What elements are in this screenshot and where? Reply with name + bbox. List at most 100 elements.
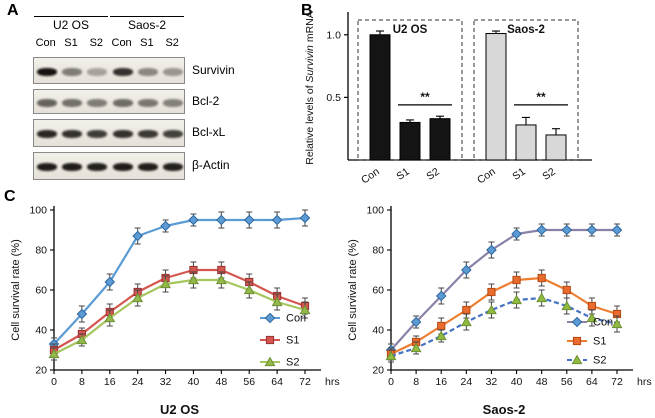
marker-diamond <box>511 228 522 240</box>
x-tick-label: 48 <box>215 376 227 388</box>
lane-label: S2 <box>165 37 179 49</box>
blot-band <box>62 163 82 171</box>
marker-diamond <box>188 214 199 226</box>
chart-title: U2 OS <box>160 402 199 417</box>
marker-square <box>572 336 582 346</box>
marker-square <box>462 305 471 315</box>
marker-triangle <box>271 296 283 307</box>
panel-b-label: B <box>301 2 313 19</box>
x-tick-label: 24 <box>460 376 472 388</box>
marker-triangle <box>511 294 523 305</box>
series-line-S2 <box>53 278 306 355</box>
x-tick-label: 72 <box>611 376 623 388</box>
marker-diamond <box>132 230 143 242</box>
bar-x-label: S2 <box>424 166 442 183</box>
marker-triangle <box>536 292 548 303</box>
blot-band <box>163 163 184 171</box>
marker-diamond <box>160 220 171 232</box>
blot-band <box>137 130 158 138</box>
blot-band <box>87 67 108 76</box>
marker-square <box>487 287 496 297</box>
blot-group-header: Saos-2 <box>110 16 184 32</box>
x-tick-label: 40 <box>188 376 200 388</box>
marker-diamond <box>536 224 547 236</box>
marker-triangle <box>385 350 397 361</box>
marker-triangle <box>460 316 472 327</box>
significance-stars: ** <box>420 90 430 104</box>
marker-triangle <box>571 354 583 365</box>
chart-title: Saos-2 <box>483 402 526 417</box>
marker-diamond <box>243 214 255 226</box>
blot-band <box>137 163 158 171</box>
bar <box>515 124 537 161</box>
bar-ylabel: Relative levels of Survivin mRNA <box>304 11 316 165</box>
marker-square <box>587 301 596 311</box>
blot-band <box>62 130 82 138</box>
x-tick-label: 24 <box>132 376 144 388</box>
series-line-S1 <box>390 276 618 355</box>
y-tick-label: 40 <box>372 325 384 337</box>
blot-band <box>163 98 184 107</box>
y-tick-label: 1.0 <box>326 29 341 41</box>
legend-label: Con <box>593 317 613 329</box>
blot-strip <box>33 119 185 147</box>
marker-diamond <box>461 264 472 276</box>
bar <box>485 33 507 161</box>
western-blot-panel: U2 OS Saos-2 Con S1 S2 Con S1 S2 Survivin Bcl-2 Bc… <box>0 0 300 192</box>
significance-stars: ** <box>536 90 546 104</box>
group-title: U2 OS <box>393 24 428 36</box>
x-tick-label: 64 <box>271 376 283 388</box>
bar-x-label: Con <box>475 166 498 187</box>
x-tick-label: 48 <box>536 376 548 388</box>
legend-label: Con <box>286 313 306 325</box>
bar <box>545 134 567 161</box>
marker-triangle <box>48 348 60 359</box>
blot-band <box>36 163 57 171</box>
x-unit-label: hrs <box>637 376 652 388</box>
mrna-bar-chart: 0.5 1.0 Relative levels of Survivin mRNA U2… <box>304 11 592 187</box>
marker-triangle <box>264 356 276 367</box>
group-title: Saos-2 <box>507 24 545 36</box>
legend-label: S2 <box>593 355 606 367</box>
x-tick-label: 16 <box>435 376 447 388</box>
marker-diamond <box>586 224 598 236</box>
blot-strip <box>33 89 185 114</box>
panel-c-label: C <box>4 188 16 205</box>
marker-diamond <box>410 316 422 328</box>
marker-square <box>265 335 275 345</box>
marker-triangle <box>187 274 199 285</box>
x-tick-label: 0 <box>388 376 394 388</box>
marker-diamond <box>264 312 276 324</box>
x-tick-label: 8 <box>79 376 85 388</box>
marker-triangle <box>76 334 88 345</box>
blot-band <box>62 67 82 76</box>
blot-strip <box>33 152 185 180</box>
y-tick-label: 60 <box>372 285 384 297</box>
bar-x-label: S1 <box>394 166 412 183</box>
blot-band <box>62 98 82 107</box>
blot-band <box>112 130 133 138</box>
marker-triangle <box>611 318 623 329</box>
blot-band <box>36 98 57 107</box>
blot-group-header: U2 OS <box>34 16 108 32</box>
bar-x-label: Con <box>359 166 382 187</box>
blot-band <box>112 98 133 107</box>
x-tick-label: 8 <box>413 376 419 388</box>
marker-diamond <box>561 224 573 236</box>
bar <box>369 34 391 161</box>
marker-diamond <box>486 244 497 256</box>
line-ylabel: Cell survival rate (%) <box>10 239 22 340</box>
series-line-S1 <box>53 268 306 351</box>
x-tick-label: 16 <box>104 376 116 388</box>
marker-diamond <box>435 290 447 302</box>
blot-group-label: Saos-2 <box>127 18 167 32</box>
blot-row-label: Survivin <box>192 62 235 77</box>
blot-band <box>112 67 133 76</box>
marker-triangle <box>132 292 144 303</box>
marker-square <box>562 285 571 295</box>
marker-triangle <box>299 304 311 315</box>
blot-group-label: U2 OS <box>52 18 89 32</box>
legend-label: S1 <box>286 335 299 347</box>
marker-triangle <box>104 312 116 323</box>
blot-band <box>87 163 108 171</box>
